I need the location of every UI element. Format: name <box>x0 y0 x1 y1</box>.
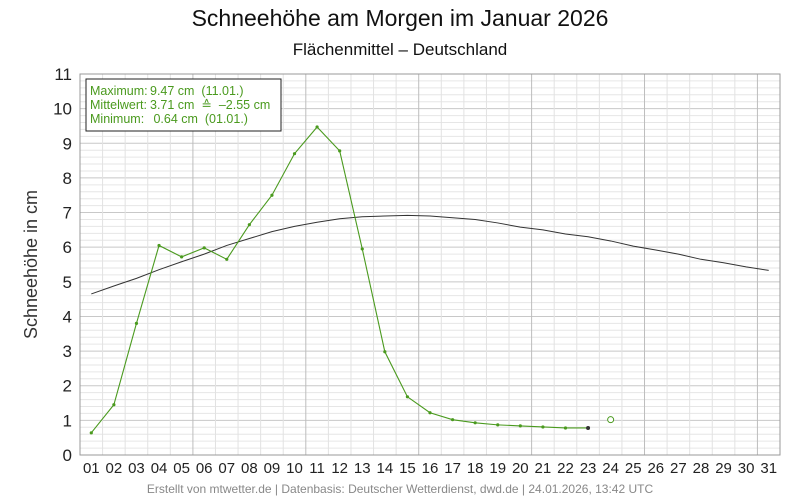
stats-min-label: Minimum: <box>90 112 144 126</box>
data-point <box>496 423 500 427</box>
data-point <box>134 321 139 325</box>
x-tick-label: 03 <box>128 460 145 477</box>
y-tick-label: 8 <box>63 169 72 188</box>
y-tick-label: 10 <box>53 100 72 119</box>
y-tick-label: 2 <box>63 377 72 396</box>
data-point <box>428 411 432 415</box>
x-tick-label: 07 <box>218 460 235 477</box>
data-point <box>292 152 297 156</box>
x-tick-label: 09 <box>264 460 281 477</box>
x-tick-label: 29 <box>715 460 732 477</box>
x-tick-label: 25 <box>625 460 642 477</box>
data-point <box>338 149 342 153</box>
x-tick-label: 17 <box>444 460 461 477</box>
footer-credit: Erstellt von mtwetter.de | Datenbasis: D… <box>146 482 654 496</box>
data-point <box>450 418 455 422</box>
chart-subtitle: Flächenmittel – Deutschland <box>292 40 508 59</box>
x-tick-label: 12 <box>331 460 348 477</box>
x-tick-label: 27 <box>670 460 687 477</box>
x-tick-label: 05 <box>173 460 190 477</box>
x-tick-label: 30 <box>738 460 755 477</box>
stats-max-value: 9.47 cm (11.01.) <box>150 84 244 98</box>
x-tick-label: 14 <box>376 460 393 477</box>
stats-mean-label: Mittelwert: <box>90 98 147 112</box>
x-tick-label: 10 <box>286 460 303 477</box>
series-line-climate-mean <box>91 214 769 295</box>
stats-box-frame <box>85 78 282 132</box>
data-point <box>270 193 274 197</box>
data-point <box>541 425 545 429</box>
x-tick-label: 23 <box>580 460 597 477</box>
data-point <box>225 257 229 261</box>
x-tick-label: 04 <box>151 460 168 477</box>
x-tick-label: 11 <box>309 460 325 477</box>
x-tick-label: 19 <box>489 460 506 477</box>
x-tick-label: 20 <box>512 460 529 477</box>
x-tick-label: 21 <box>535 460 552 477</box>
stats-min-value: 0.64 cm (01.01.) <box>150 112 248 126</box>
open-data-point <box>607 416 615 424</box>
y-tick-label: 1 <box>63 411 72 430</box>
data-point <box>383 350 387 354</box>
x-tick-label: 26 <box>647 460 664 477</box>
x-tick-label: 31 <box>760 460 777 477</box>
data-point <box>202 246 206 250</box>
chart-title: Schneehöhe am Morgen im Januar 2026 <box>191 5 609 31</box>
x-tick-label: 16 <box>422 460 439 477</box>
series-group <box>89 125 769 435</box>
data-point <box>247 223 251 227</box>
x-tick-label: 01 <box>83 460 100 477</box>
data-point <box>315 125 319 129</box>
y-tick-label: 9 <box>63 134 72 153</box>
data-point <box>563 426 568 430</box>
data-point <box>157 243 161 248</box>
x-axis-ticks: 01 02 03 04 05 06 07 08 09 10 11 12 13 14 15 16 17 18 19 20… <box>83 460 777 477</box>
x-tick-label: 22 <box>557 460 574 477</box>
stats-mean-value: 3.71 cm ≙ –2.55 cm <box>150 98 270 112</box>
stats-box: Maximum: 9.47 cm (11.01.) Mittelwert: 3.… <box>85 78 282 132</box>
x-tick-label: 06 <box>196 460 213 477</box>
data-point <box>518 424 522 428</box>
data-point <box>360 247 364 251</box>
y-axis-ticks: 0 1 2 3 4 5 6 7 8 9 10 11 <box>53 65 72 465</box>
y-tick-label: 7 <box>63 204 72 223</box>
data-point <box>586 425 591 430</box>
data-point <box>473 421 477 425</box>
stats-max-label: Maximum: <box>90 84 148 98</box>
data-point <box>89 431 93 435</box>
x-tick-label: 13 <box>354 460 371 477</box>
x-tick-label: 15 <box>399 460 416 477</box>
x-tick-label: 18 <box>467 460 484 477</box>
y-axis-label: Schneehöhe in cm <box>21 190 41 339</box>
y-tick-label: 4 <box>63 307 72 326</box>
data-point <box>180 255 184 259</box>
y-tick-label: 3 <box>63 342 72 361</box>
y-tick-label: 0 <box>63 446 72 465</box>
series-line-snow-depth <box>90 126 589 434</box>
y-tick-label: 11 <box>54 65 72 84</box>
y-tick-label: 5 <box>63 273 72 292</box>
x-tick-label: 24 <box>602 460 619 477</box>
data-point <box>112 403 116 407</box>
plot-frame <box>79 73 781 456</box>
data-point <box>405 395 410 399</box>
x-tick-label: 02 <box>106 460 123 477</box>
y-tick-label: 6 <box>63 238 72 257</box>
x-tick-label: 28 <box>693 460 710 477</box>
x-tick-label: 08 <box>241 460 258 477</box>
